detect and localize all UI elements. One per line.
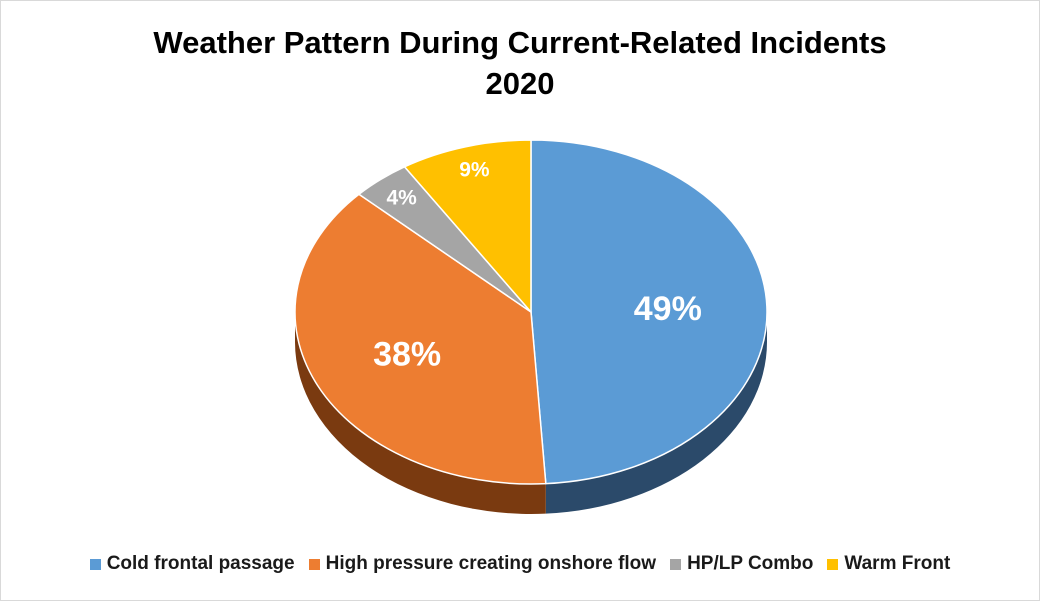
legend-item-high-pressure-creating-onshore-flow: High pressure creating onshore flow [308,553,657,575]
data-label-high-pressure-creating-onshore-flow: 38% [373,335,441,373]
pie-side-high-pressure-creating-onshore-flow [295,312,546,514]
chart-title-line: Weather Pattern During Current-Related I… [153,25,887,60]
legend-label: Cold frontal passage [106,553,295,574]
chart-title: Weather Pattern During Current-Related I… [0,22,1040,104]
legend-item-hp-lp-combo: HP/LP Combo [670,553,813,575]
data-label-cold-frontal-passage: 49% [634,290,702,328]
pie-slice-cold-frontal-passage [530,139,768,485]
legend-label: HP/LP Combo [687,553,814,574]
pie-slice-high-pressure-creating-onshore-flow [294,193,547,485]
legend-swatch [308,558,320,570]
legend-swatch [89,558,101,570]
legend-swatch [670,558,682,570]
legend-label: High pressure creating onshore flow [325,553,657,574]
chart-subtitle: 2020 [485,66,555,101]
data-label-warm-front: 9% [459,158,490,181]
legend-item-warm-front: Warm Front [827,553,950,575]
legend-label: Warm Front [844,553,951,574]
legend: Cold frontal passage High pressure creati… [0,553,1040,575]
pie-slice-warm-front [403,139,532,313]
legend-swatch [827,558,839,570]
legend-item-cold-frontal-passage: Cold frontal passage [89,553,295,575]
data-label-hp-lp-combo: 4% [386,187,417,210]
